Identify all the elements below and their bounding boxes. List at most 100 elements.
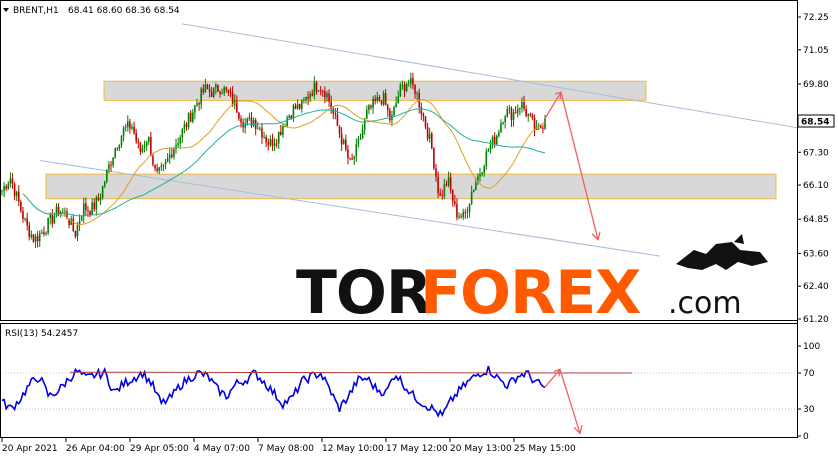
- candle-body: [340, 133, 343, 145]
- candle-body: [162, 164, 165, 166]
- candle-body: [108, 164, 110, 170]
- candle-body: [87, 209, 89, 211]
- candle-body: [267, 142, 270, 145]
- candle-body: [519, 107, 521, 110]
- candle-body: [78, 220, 81, 226]
- candle-body: [386, 105, 389, 111]
- price-tick-label: 66.10: [803, 181, 829, 191]
- candle-body: [82, 203, 85, 217]
- candle-body: [303, 99, 305, 101]
- candle-body: [43, 232, 45, 235]
- candle-body: [407, 83, 410, 84]
- time-tick-label: 7 May 08:00: [258, 444, 314, 454]
- rsi-forecast-down-arrow: [559, 369, 581, 434]
- candle-body: [236, 100, 238, 113]
- candle-body: [1, 190, 3, 192]
- candle-body: [355, 143, 358, 157]
- candle-body: [378, 96, 381, 101]
- rsi-forecast-down-arrowhead: [573, 425, 583, 435]
- candle-body: [22, 210, 24, 219]
- candle-body: [160, 165, 163, 168]
- candle-body: [3, 186, 5, 191]
- candle-body: [412, 78, 414, 85]
- candle-body: [32, 234, 35, 242]
- rsi-layer: [1, 365, 797, 435]
- time-tick-label: 4 May 07:00: [194, 444, 250, 454]
- collapse-triangle-icon[interactable]: [3, 8, 9, 12]
- candle-body: [246, 118, 249, 125]
- candle-body: [271, 139, 274, 147]
- candle-body: [30, 234, 33, 237]
- candle-body: [38, 233, 41, 242]
- watermark-logo: TOR FOREX .com: [296, 234, 768, 328]
- candle-body: [449, 177, 452, 191]
- candle-body: [414, 84, 416, 94]
- candle-body: [145, 141, 148, 146]
- candle-body: [49, 214, 52, 218]
- candle-body: [336, 114, 339, 126]
- candle-body: [317, 90, 320, 92]
- candle-body: [500, 123, 502, 133]
- candle-body: [248, 117, 251, 119]
- candle-body: [17, 191, 20, 202]
- time-tick-label: 17 May 12:00: [386, 444, 448, 454]
- candle-body: [428, 133, 431, 139]
- candle-body: [510, 108, 513, 121]
- candle-body: [479, 174, 481, 177]
- candle-body: [512, 112, 515, 121]
- candle-body: [72, 218, 75, 232]
- candle-body: [483, 166, 486, 173]
- candle-body: [36, 236, 39, 242]
- current-price-label: 68.54: [801, 118, 829, 128]
- candle-body: [261, 128, 263, 138]
- candle-body: [282, 126, 284, 135]
- candle-body: [28, 225, 31, 237]
- candle-body: [26, 218, 28, 226]
- candle-body: [11, 178, 14, 185]
- time-tick-label: 20 Apr 2021: [2, 444, 58, 454]
- candle-body: [521, 102, 523, 108]
- candle-body: [143, 145, 146, 148]
- support-zone: [45, 173, 777, 200]
- candle-body: [416, 93, 418, 94]
- candle-body: [126, 121, 129, 127]
- candle-body: [133, 126, 135, 134]
- price-tick-label: 67.30: [803, 148, 829, 158]
- price-tick-label: 64.85: [803, 215, 829, 225]
- candle-body: [397, 96, 400, 104]
- candle-body: [61, 211, 64, 213]
- candle-body: [114, 148, 117, 158]
- candle-body: [269, 139, 272, 145]
- candle-body: [139, 142, 142, 152]
- candle-body: [101, 185, 104, 199]
- candle-body: [525, 108, 527, 116]
- candle-body: [173, 149, 175, 157]
- candle-body: [401, 84, 404, 86]
- candle-body: [53, 216, 56, 224]
- candle-body: [305, 96, 307, 100]
- candle-body: [516, 109, 519, 113]
- candle-body: [196, 103, 198, 106]
- candle-body: [191, 112, 194, 122]
- candle-body: [223, 87, 226, 93]
- candle-body: [313, 82, 316, 96]
- candle-body: [103, 181, 106, 186]
- candle-body: [301, 99, 303, 109]
- candle-body: [68, 218, 70, 225]
- candle-body: [445, 184, 448, 186]
- candle-body: [540, 125, 542, 128]
- candle-body: [9, 178, 12, 184]
- candle-body: [531, 114, 534, 118]
- candle-body: [462, 212, 465, 218]
- ma-fast-line: [22, 99, 546, 226]
- zones-layer: [45, 80, 777, 200]
- candle-body: [389, 110, 391, 121]
- rsi-resistance-line: [69, 371, 633, 374]
- candle-body: [177, 143, 179, 146]
- time-axis: 20 Apr 2021 26 Apr 04:00 29 Apr 05:00 4 May…: [1, 438, 576, 454]
- candle-body: [210, 91, 213, 97]
- candle-body: [275, 143, 278, 145]
- candle-body: [280, 131, 282, 135]
